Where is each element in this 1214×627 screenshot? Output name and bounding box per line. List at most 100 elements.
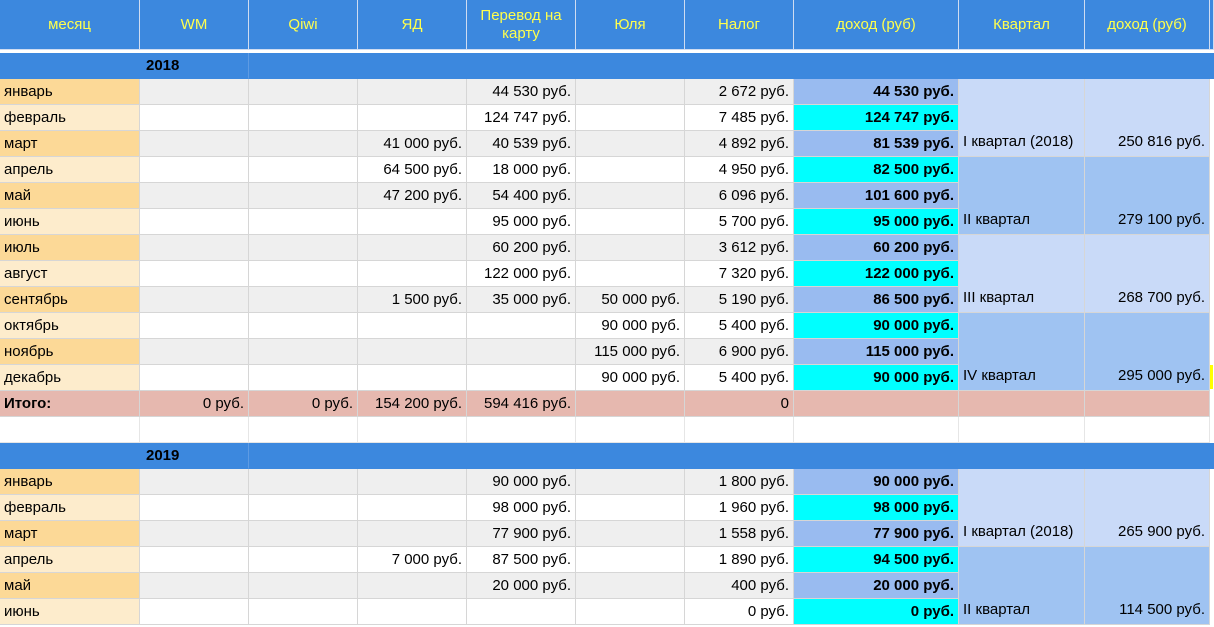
column-header-3[interactable]: ЯД <box>358 0 467 50</box>
data-cell-yulia[interactable] <box>576 209 685 235</box>
quarter-income[interactable]: 250 816 руб. <box>1085 79 1210 157</box>
data-cell-card[interactable] <box>467 599 576 625</box>
total-label[interactable]: Итого: <box>0 391 140 417</box>
data-cell-tax[interactable]: 3 612 руб. <box>685 235 794 261</box>
month-cell[interactable]: август <box>0 261 140 287</box>
data-cell-income[interactable]: 81 539 руб. <box>794 131 959 157</box>
data-cell-qiwi[interactable] <box>249 339 358 365</box>
data-cell-yd[interactable] <box>358 235 467 261</box>
year-band-cell[interactable] <box>1085 53 1210 79</box>
month-cell[interactable]: май <box>0 183 140 209</box>
column-header-5[interactable]: Юля <box>576 0 685 50</box>
data-cell-yd[interactable] <box>358 105 467 131</box>
month-cell[interactable]: октябрь <box>0 313 140 339</box>
data-cell-tax[interactable]: 6 900 руб. <box>685 339 794 365</box>
quarter-income[interactable]: 295 000 руб. <box>1085 313 1210 391</box>
data-cell-income[interactable]: 122 000 руб. <box>794 261 959 287</box>
column-header-8[interactable]: Квартал <box>959 0 1085 50</box>
data-cell-yd[interactable] <box>358 573 467 599</box>
data-cell-income[interactable]: 90 000 руб. <box>794 365 959 391</box>
column-header-6[interactable]: Налог <box>685 0 794 50</box>
month-cell[interactable]: март <box>0 131 140 157</box>
data-cell-qiwi[interactable] <box>249 599 358 625</box>
empty-cell[interactable] <box>576 417 685 443</box>
data-cell-yd[interactable]: 64 500 руб. <box>358 157 467 183</box>
quarter-label[interactable]: II квартал <box>959 157 1085 235</box>
data-cell-tax[interactable]: 1 800 руб. <box>685 469 794 495</box>
data-cell-wm[interactable] <box>140 313 249 339</box>
data-cell-yd[interactable] <box>358 495 467 521</box>
data-cell-card[interactable] <box>467 339 576 365</box>
data-cell-card[interactable] <box>467 313 576 339</box>
data-cell-qiwi[interactable] <box>249 547 358 573</box>
data-cell-card[interactable]: 98 000 руб. <box>467 495 576 521</box>
data-cell-yulia[interactable] <box>576 495 685 521</box>
empty-cell[interactable] <box>1085 417 1210 443</box>
empty-cell[interactable] <box>0 417 140 443</box>
data-cell-card[interactable]: 35 000 руб. <box>467 287 576 313</box>
quarter-label[interactable]: II квартал <box>959 547 1085 625</box>
data-cell-card[interactable] <box>467 365 576 391</box>
month-cell[interactable]: декабрь <box>0 365 140 391</box>
data-cell-card[interactable]: 54 400 руб. <box>467 183 576 209</box>
data-cell-tax[interactable]: 4 892 руб. <box>685 131 794 157</box>
data-cell-qiwi[interactable] <box>249 183 358 209</box>
data-cell-yulia[interactable]: 50 000 руб. <box>576 287 685 313</box>
data-cell-yulia[interactable] <box>576 79 685 105</box>
data-cell-wm[interactable] <box>140 599 249 625</box>
data-cell-yd[interactable] <box>358 365 467 391</box>
data-cell-card[interactable]: 40 539 руб. <box>467 131 576 157</box>
data-cell-wm[interactable] <box>140 157 249 183</box>
total-cell-wm[interactable]: 0 руб. <box>140 391 249 417</box>
empty-cell[interactable] <box>959 417 1085 443</box>
data-cell-yulia[interactable] <box>576 261 685 287</box>
year-band-cell[interactable] <box>467 443 576 469</box>
year-label[interactable]: 2019 <box>140 443 249 469</box>
year-band-cell[interactable] <box>685 53 794 79</box>
data-cell-tax[interactable]: 1 890 руб. <box>685 547 794 573</box>
data-cell-income[interactable]: 115 000 руб. <box>794 339 959 365</box>
data-cell-tax[interactable]: 5 190 руб. <box>685 287 794 313</box>
data-cell-yd[interactable]: 1 500 руб. <box>358 287 467 313</box>
data-cell-income[interactable]: 124 747 руб. <box>794 105 959 131</box>
data-cell-yulia[interactable] <box>576 547 685 573</box>
data-cell-qiwi[interactable] <box>249 287 358 313</box>
quarter-label[interactable]: I квартал (2018) <box>959 79 1085 157</box>
data-cell-tax[interactable]: 1 960 руб. <box>685 495 794 521</box>
data-cell-tax[interactable]: 5 700 руб. <box>685 209 794 235</box>
data-cell-tax[interactable]: 7 320 руб. <box>685 261 794 287</box>
data-cell-qiwi[interactable] <box>249 235 358 261</box>
year-band-cell[interactable] <box>358 443 467 469</box>
empty-cell[interactable] <box>467 417 576 443</box>
data-cell-qiwi[interactable] <box>249 573 358 599</box>
data-cell-yulia[interactable] <box>576 105 685 131</box>
data-cell-income[interactable]: 60 200 руб. <box>794 235 959 261</box>
data-cell-yd[interactable] <box>358 599 467 625</box>
data-cell-yd[interactable] <box>358 79 467 105</box>
data-cell-qiwi[interactable] <box>249 495 358 521</box>
data-cell-yulia[interactable] <box>576 235 685 261</box>
data-cell-tax[interactable]: 4 950 руб. <box>685 157 794 183</box>
data-cell-card[interactable]: 124 747 руб. <box>467 105 576 131</box>
data-cell-card[interactable]: 18 000 руб. <box>467 157 576 183</box>
year-band-cell[interactable] <box>794 53 959 79</box>
data-cell-tax[interactable]: 1 558 руб. <box>685 521 794 547</box>
month-cell[interactable]: январь <box>0 79 140 105</box>
data-cell-tax[interactable]: 0 руб. <box>685 599 794 625</box>
data-cell-income[interactable]: 98 000 руб. <box>794 495 959 521</box>
month-cell[interactable]: февраль <box>0 495 140 521</box>
year-band-left[interactable] <box>0 443 140 469</box>
data-cell-card[interactable]: 60 200 руб. <box>467 235 576 261</box>
data-cell-wm[interactable] <box>140 495 249 521</box>
data-cell-income[interactable]: 95 000 руб. <box>794 209 959 235</box>
data-cell-card[interactable]: 90 000 руб. <box>467 469 576 495</box>
total-cell-empty[interactable] <box>794 391 959 417</box>
data-cell-income[interactable]: 101 600 руб. <box>794 183 959 209</box>
data-cell-card[interactable]: 87 500 руб. <box>467 547 576 573</box>
data-cell-qiwi[interactable] <box>249 209 358 235</box>
month-cell[interactable]: апрель <box>0 547 140 573</box>
data-cell-income[interactable]: 20 000 руб. <box>794 573 959 599</box>
total-cell-yd[interactable]: 154 200 руб. <box>358 391 467 417</box>
data-cell-income[interactable]: 44 530 руб. <box>794 79 959 105</box>
total-cell-yulia[interactable] <box>576 391 685 417</box>
